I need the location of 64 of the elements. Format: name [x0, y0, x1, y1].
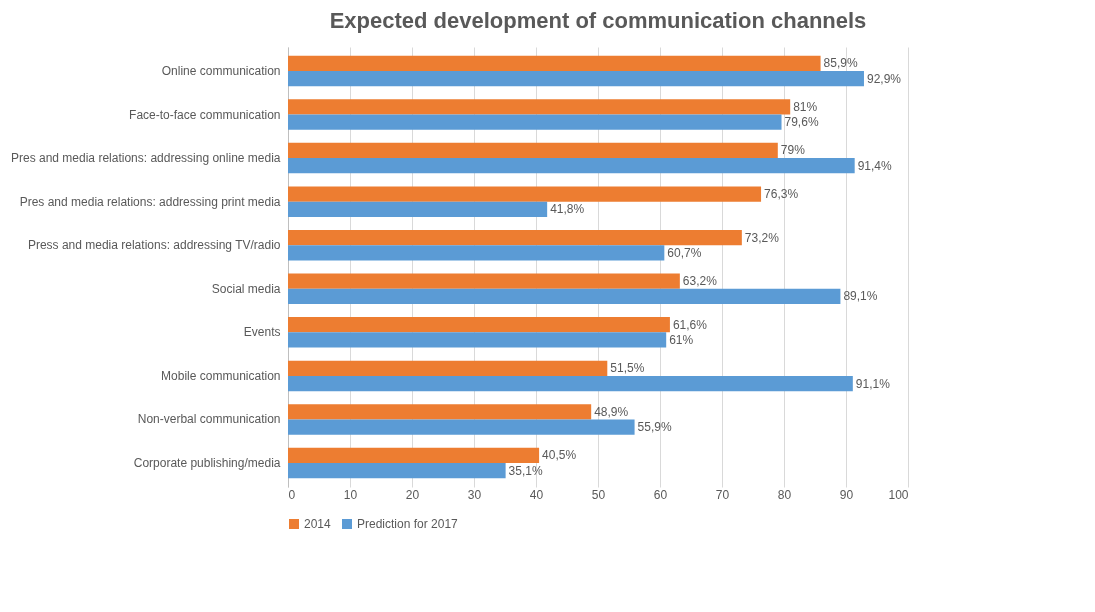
x-tick-label: 30 [467, 487, 482, 502]
data-label: 92,9% [866, 71, 902, 86]
bar [288, 447, 540, 464]
x-tick-label: 10 [343, 487, 358, 502]
data-label: 60,7% [667, 245, 702, 260]
data-label: 41,8% [550, 202, 585, 217]
bar [288, 317, 670, 333]
bar [288, 404, 592, 420]
data-label: 76,3% [764, 187, 799, 202]
data-label: 61% [669, 332, 694, 347]
bar [288, 419, 635, 435]
bar [288, 201, 548, 217]
y-tick-label: Events [243, 325, 281, 340]
x-tick-label: 20 [405, 487, 420, 502]
bar [288, 273, 680, 289]
bar [288, 229, 742, 246]
data-label: 51,5% [610, 361, 645, 376]
x-tick-label: 0 [288, 487, 296, 502]
y-tick-label: Corporate publishing/media [133, 456, 281, 471]
legend-label: 2014 [304, 517, 332, 531]
y-tick-label: Pres and media relations: addressing online media [11, 151, 281, 166]
legend-label: Prediction for 2017 [357, 517, 459, 531]
data-label: 35,1% [508, 463, 543, 478]
data-label: 79% [780, 143, 806, 158]
data-label: 91,4% [857, 158, 893, 173]
x-tick-label: 50 [591, 487, 606, 502]
data-label: 55,9% [637, 420, 672, 435]
bar [288, 332, 667, 348]
bar [288, 55, 821, 71]
data-label: 61,6% [672, 317, 708, 332]
data-label: 63,2% [682, 274, 718, 289]
data-label: 79,6% [784, 115, 819, 130]
data-label: 73,2% [744, 230, 780, 245]
data-label: 81% [793, 99, 818, 114]
bar [288, 142, 778, 159]
bar [288, 288, 841, 305]
bar [288, 360, 608, 376]
x-tick-label: 70 [715, 487, 730, 502]
data-label: 85,9% [823, 56, 858, 71]
y-tick-label: Online communication [161, 63, 281, 78]
bar [288, 114, 782, 130]
x-tick-label: 90 [839, 487, 854, 502]
bar [288, 99, 791, 115]
bar [288, 186, 762, 202]
data-label: 48,9% [594, 404, 629, 419]
data-label: 40,5% [542, 448, 577, 463]
y-tick-label: Social media [211, 281, 281, 296]
x-tick-label: 60 [653, 487, 668, 502]
y-tick-label: Face-to-face communication [129, 107, 281, 122]
data-label: 91,1% [855, 376, 891, 391]
x-tick-label: 80 [777, 487, 792, 502]
bar [288, 70, 864, 87]
bar [288, 463, 506, 479]
y-tick-label: Mobile communication [161, 368, 281, 383]
x-tick-label: 100 [888, 487, 909, 502]
data-label: 89,1% [843, 289, 878, 304]
x-tick-label: 40 [529, 487, 544, 502]
y-tick-label: Pres and media relations: addressing print media [19, 194, 281, 209]
bar [288, 375, 853, 392]
bar [288, 245, 665, 261]
chart-title: Expected development of communication channels [329, 8, 867, 33]
y-tick-label: Press and media relations: addressing TV/radio [27, 238, 281, 253]
y-tick-label: Non-verbal communication [137, 412, 281, 427]
bar [288, 158, 855, 174]
